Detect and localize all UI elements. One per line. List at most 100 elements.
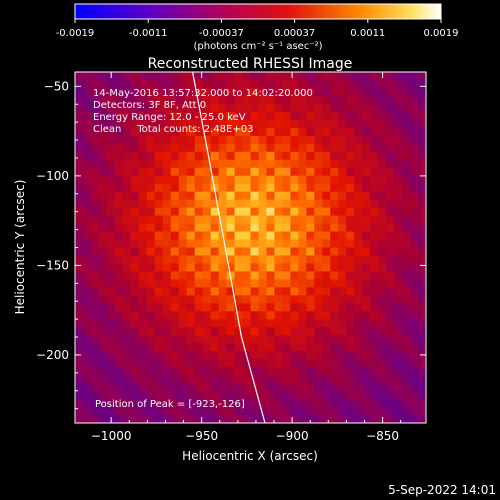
heatmap-cell: [306, 247, 315, 256]
heatmap-cell: [290, 191, 299, 201]
heatmap-cell: [274, 111, 283, 121]
heatmap-cell: [170, 167, 180, 177]
heatmap-cell: [234, 367, 243, 376]
heatmap-cell: [242, 135, 251, 145]
heatmap-cell: [314, 175, 323, 185]
heatmap-cell: [178, 239, 188, 248]
heatmap-cell: [162, 391, 172, 400]
heatmap-cell: [338, 199, 347, 209]
heatmap-cell: [210, 191, 219, 201]
heatmap-cell: [98, 287, 108, 296]
heatmap-cell: [274, 415, 283, 423]
heatmap-cell: [234, 103, 243, 113]
heatmap-cell: [282, 247, 291, 256]
heatmap-cell: [90, 239, 100, 248]
heatmap-cell: [138, 375, 148, 384]
heatmap-cell: [114, 175, 124, 185]
heatmap-cell: [194, 159, 204, 169]
heatmap-cell: [226, 375, 235, 384]
heatmap-cell: [306, 415, 315, 423]
solar-limb-line: [192, 72, 266, 423]
heatmap-cell: [202, 239, 212, 248]
heatmap-cell: [202, 191, 212, 201]
info-block: 14-May-2016 13:57:32.000 to 14:02:20.000…: [93, 88, 313, 135]
heatmap-cell: [370, 375, 379, 384]
heatmap-cell: [386, 231, 395, 240]
heatmap-cell: [154, 335, 164, 344]
heatmap-cell: [130, 87, 140, 97]
heatmap-cell: [266, 279, 275, 288]
heatmap-cell: [274, 383, 283, 392]
heatmap-cell: [386, 119, 395, 129]
heatmap-cell: [202, 223, 212, 232]
heatmap-cell: [282, 335, 291, 344]
heatmap-cell: [234, 207, 243, 216]
heatmap-cell: [258, 407, 267, 416]
heatmap-cell: [418, 295, 426, 304]
heatmap-cell: [258, 207, 267, 216]
heatmap-cell: [346, 127, 355, 137]
heatmap-cell: [282, 263, 291, 272]
heatmap-cell: [154, 287, 164, 296]
heatmap-cell: [154, 119, 164, 129]
heatmap-cell: [170, 367, 180, 376]
heatmap-cell: [130, 399, 140, 408]
heatmap-cell: [154, 239, 164, 248]
heatmap-cell: [194, 111, 204, 121]
heatmap-cell: [330, 87, 339, 97]
heatmap-cell: [402, 335, 411, 344]
heatmap-cell: [130, 159, 140, 169]
heatmap-cell: [314, 311, 323, 320]
heatmap-cell: [90, 215, 100, 224]
heatmap-cell: [274, 239, 283, 248]
heatmap-cell: [250, 279, 259, 288]
heatmap-cell: [282, 255, 291, 264]
heatmap-cell: [178, 271, 188, 280]
heatmap-cell: [114, 359, 124, 368]
heatmap-cell: [394, 159, 403, 169]
heatmap-cell: [154, 159, 164, 169]
heatmap-cell: [90, 287, 100, 296]
heatmap-cell: [194, 271, 204, 280]
heatmap-cell: [106, 335, 116, 344]
heatmap-cell: [106, 271, 116, 280]
heatmap-cell: [338, 343, 347, 352]
heatmap-cell: [386, 247, 395, 256]
heatmap-cell: [202, 335, 212, 344]
heatmap-cell: [314, 383, 323, 392]
heatmap-cell: [146, 215, 156, 224]
heatmap-cell: [226, 167, 235, 177]
heatmap-cell: [298, 255, 307, 264]
heatmap-cell: [170, 335, 180, 344]
heatmap-cell: [146, 143, 156, 153]
heatmap-cell: [98, 223, 108, 232]
heatmap-cell: [250, 223, 259, 232]
heatmap-cell: [178, 279, 188, 288]
heatmap-cell: [330, 239, 339, 248]
heatmap-cell: [242, 335, 251, 344]
heatmap-cell: [106, 319, 116, 328]
heatmap-cell: [202, 263, 212, 272]
heatmap-cell: [130, 391, 140, 400]
colorbar-tick-label: 0.0011: [350, 28, 385, 39]
heatmap-cell: [250, 143, 259, 153]
heatmap-cell: [90, 191, 100, 201]
heatmap-cell: [354, 399, 363, 408]
heatmap-cell: [282, 375, 291, 384]
colorbar-unit-label: (photons cm⁻² s⁻¹ asec⁻²): [193, 41, 322, 52]
heatmap-cell: [114, 223, 124, 232]
heatmap-cell: [250, 287, 259, 296]
heatmap-cell: [410, 167, 419, 177]
heatmap-cell: [146, 391, 156, 400]
heatmap-cell: [130, 223, 140, 232]
heatmap-cell: [346, 287, 355, 296]
heatmap-cell: [98, 247, 108, 256]
heatmap-cell: [378, 335, 387, 344]
heatmap-cell: [146, 167, 156, 177]
heatmap-cell: [122, 215, 132, 224]
heatmap-cell: [226, 383, 235, 392]
heatmap-cell: [258, 279, 267, 288]
heatmap-cell: [106, 343, 116, 352]
heatmap-cell: [122, 207, 132, 216]
heatmap-cell: [170, 343, 180, 352]
